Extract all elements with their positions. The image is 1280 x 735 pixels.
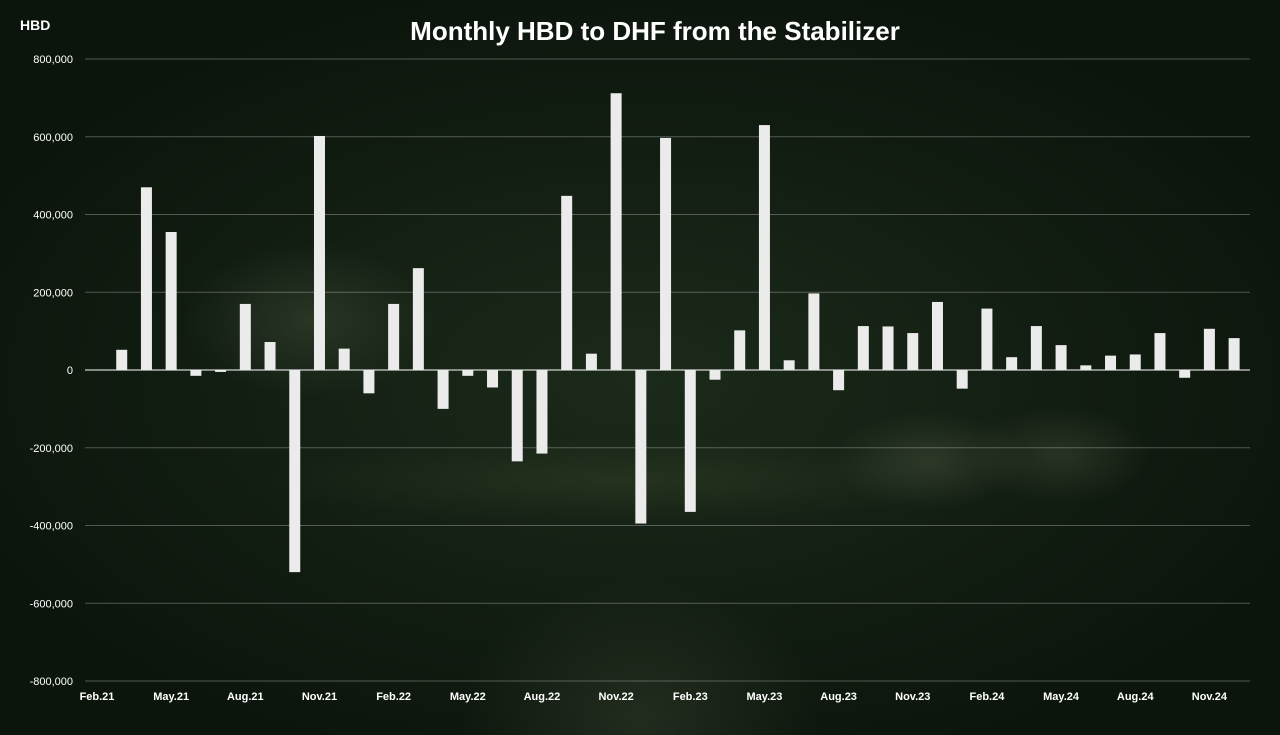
bar-May.21 (165, 231, 177, 370)
bar-Nov.21 (313, 135, 325, 370)
x-tick-label: Aug.24 (1117, 691, 1155, 703)
bar-Sep.23 (857, 326, 869, 370)
bar-Dec.23 (931, 301, 943, 370)
y-axis-ticks: -800,000 -600,000 -400,000 -200,000 0 200,000… (30, 54, 73, 688)
y-tick-label: -200,000 (30, 443, 73, 455)
bar-Apr.24 (1030, 326, 1042, 370)
x-tick-label: May.24 (1043, 691, 1080, 703)
x-tick-label: Feb.21 (80, 691, 115, 703)
bar-Jun.24 (1080, 365, 1092, 370)
bar-Feb.22 (388, 303, 400, 370)
bar-Mar.22 (412, 268, 424, 370)
bar-Sep.21 (264, 342, 276, 370)
y-tick-label: -800,000 (30, 676, 73, 688)
x-tick-label: May.22 (450, 691, 486, 703)
bar-Jun.22 (487, 370, 499, 388)
bar-Jan.22 (363, 370, 375, 394)
bar-Apr.21 (140, 187, 152, 370)
x-tick-label: Aug.21 (227, 691, 264, 703)
bar-Dec.22 (635, 370, 647, 524)
bar-Jul.21 (215, 370, 227, 372)
bar-Mar.21 (116, 349, 128, 370)
bar-Aug.24 (1129, 354, 1141, 370)
y-tick-label: 0 (67, 365, 73, 377)
bar-Apr.23 (734, 330, 746, 370)
y-tick-label: 600,000 (33, 132, 73, 144)
bar-Dec.24 (1228, 338, 1240, 370)
y-tick-label: 800,000 (33, 54, 73, 66)
bar-Mar.24 (1006, 357, 1018, 370)
bar-Nov.23 (907, 333, 919, 370)
bar-Oct.22 (585, 353, 597, 370)
bar-Aug.21 (239, 303, 251, 370)
bar-Jun.23 (783, 360, 795, 370)
y-axis-label: HBD (20, 17, 50, 33)
x-tick-label: Nov.22 (598, 691, 633, 703)
x-axis-ticks: Feb.21 May.21 Aug.21 Nov.21 Feb.22 May.22 Aug.… (80, 691, 1228, 703)
bar-Jul.23 (808, 293, 820, 370)
bar-May.24 (1055, 345, 1067, 370)
bar-Sep.22 (561, 195, 573, 370)
x-tick-label: Nov.23 (895, 691, 930, 703)
x-tick-label: May.23 (747, 691, 783, 703)
bar-Sep.24 (1154, 333, 1166, 370)
bar-Aug.23 (833, 370, 845, 391)
bar-Oct.23 (882, 326, 894, 370)
bars (116, 93, 1240, 573)
x-tick-label: Nov.21 (302, 691, 337, 703)
bar-Oct.21 (289, 370, 301, 573)
y-tick-label: 200,000 (33, 287, 73, 299)
x-tick-label: Nov.24 (1192, 691, 1228, 703)
y-tick-label: -600,000 (30, 598, 73, 610)
bar-Nov.24 (1203, 328, 1215, 370)
bar-Apr.22 (437, 370, 449, 409)
y-tick-label: -400,000 (30, 521, 73, 533)
bar-Mar.23 (709, 370, 721, 380)
x-tick-label: Aug.23 (820, 691, 857, 703)
x-tick-label: Feb.23 (673, 691, 708, 703)
x-tick-label: Feb.22 (376, 691, 411, 703)
bar-Jul.22 (511, 370, 523, 462)
bar-May.22 (462, 370, 474, 376)
chart-title: Monthly HBD to DHF from the Stabilizer (410, 16, 900, 46)
bar-Feb.24 (981, 308, 993, 370)
x-tick-label: Aug.22 (524, 691, 561, 703)
bar-Dec.21 (338, 348, 350, 370)
bar-Nov.22 (610, 93, 622, 371)
y-tick-label: 400,000 (33, 210, 73, 222)
bar-Jan.24 (956, 370, 968, 389)
bar-Aug.22 (536, 370, 548, 454)
x-tick-label: Feb.24 (969, 691, 1005, 703)
bar-May.23 (758, 125, 770, 371)
bar-Jul.24 (1105, 355, 1117, 370)
bar-Oct.24 (1179, 370, 1191, 378)
bar-Jun.21 (190, 370, 202, 376)
bar-Jan.23 (660, 137, 672, 370)
x-tick-label: May.21 (153, 691, 189, 703)
bar-Feb.23 (684, 370, 696, 512)
